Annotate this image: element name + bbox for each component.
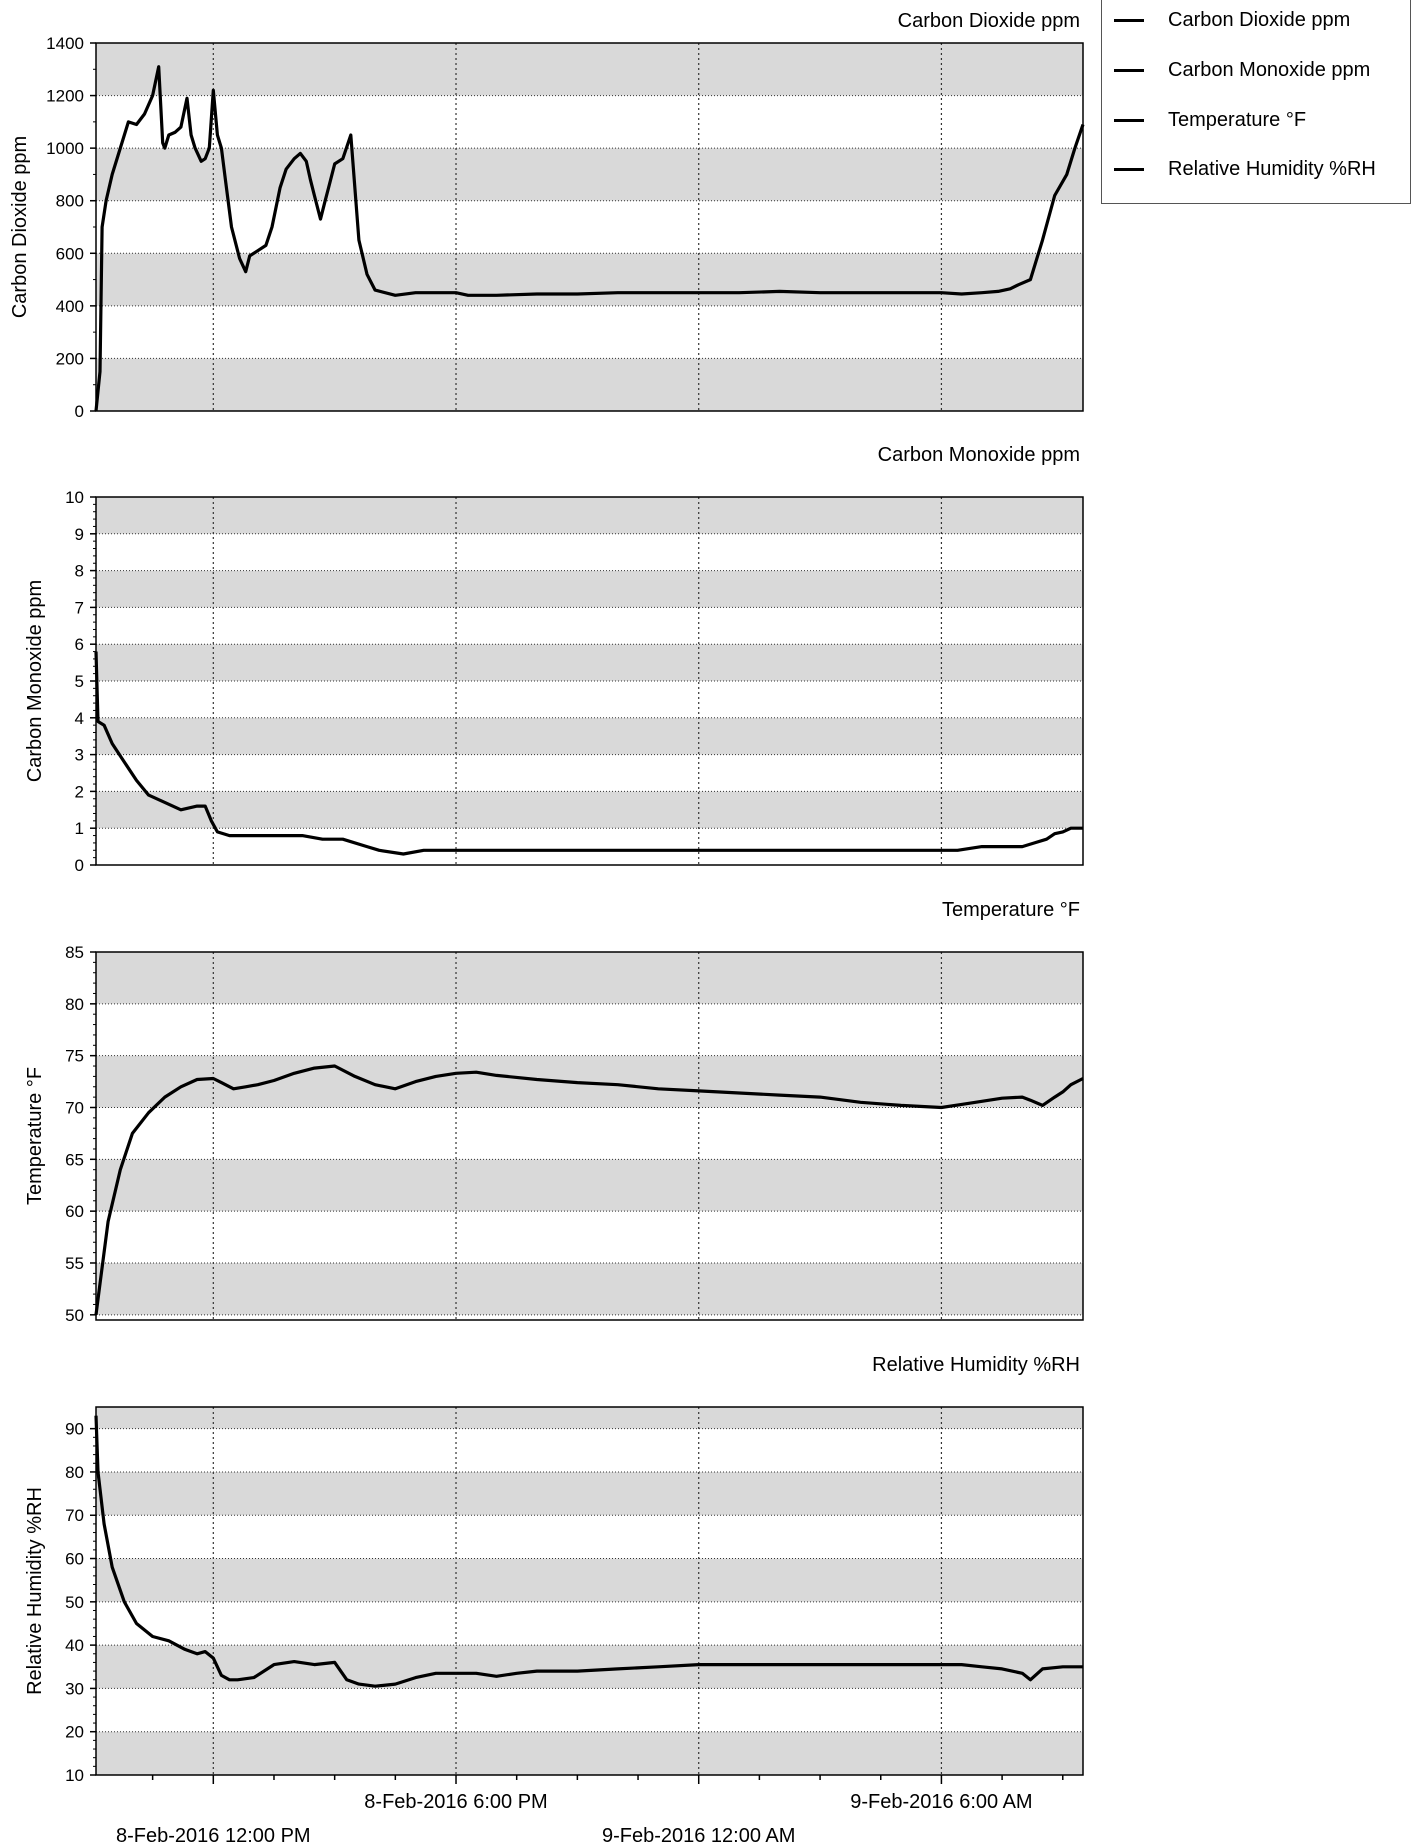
legend-swatch-humidity	[1114, 167, 1144, 171]
y-axis-label: Carbon Monoxide ppm	[24, 580, 46, 782]
legend-label-co2: Carbon Dioxide ppm	[1168, 8, 1351, 31]
y-tick-label: 60	[65, 1202, 84, 1221]
y-tick-label: 80	[65, 1463, 84, 1482]
band-shaded	[96, 1471, 1083, 1516]
y-tick-label: 80	[65, 995, 84, 1014]
x-tick-label: 9-Feb-2016 6:00 AM	[850, 1791, 1032, 1813]
legend-label-temperature: Temperature °F	[1168, 108, 1307, 131]
y-tick-label: 10	[65, 1766, 84, 1785]
legend-item-temperature: Temperature °F	[1114, 105, 1306, 135]
panel-2: 0 1 2 3 4 5 6 7 8 9 10 Carbon Monoxide ppm Carbon Mo…	[24, 444, 1084, 875]
plot-frame	[95, 42, 1084, 412]
band-shaded	[96, 1407, 1083, 1429]
panel-title: Relative Humidity %RH	[872, 1354, 1080, 1376]
y-tick-label: 55	[65, 1254, 84, 1273]
y-tick-label: 60	[65, 1550, 84, 1569]
legend-swatch-co	[1114, 68, 1144, 72]
y-axis-label: Temperature °F	[24, 1067, 46, 1205]
band-shaded	[96, 1159, 1083, 1212]
y-tick-label: 1000	[46, 139, 84, 158]
band-shaded	[96, 1055, 1083, 1108]
y-tick-label: 4	[75, 709, 84, 728]
y-tick-label: 7	[75, 598, 84, 617]
band-shaded	[96, 43, 1083, 96]
y-tick-label: 5	[75, 672, 84, 691]
band-shaded	[96, 358, 1083, 411]
legend-label-co: Carbon Monoxide ppm	[1168, 58, 1371, 81]
y-tick-label: 0	[75, 856, 84, 875]
y-axis-label: Relative Humidity %RH	[24, 1487, 46, 1695]
band-shaded	[96, 148, 1083, 201]
y-tick-label: 2	[75, 782, 84, 801]
y-tick-label: 50	[65, 1593, 84, 1612]
panel-1: 0 200 400 600 800 1000 1200 1400 Carbon Dioxide …	[9, 10, 1085, 421]
series-line	[94, 65, 1085, 412]
panel-title: Temperature °F	[942, 899, 1080, 921]
x-tick-label: 8-Feb-2016 12:00 PM	[116, 1825, 311, 1846]
band-shaded	[96, 1645, 1083, 1689]
x-tick-label: 9-Feb-2016 12:00 AM	[602, 1825, 795, 1846]
y-tick-label: 10	[65, 488, 84, 507]
series-line	[94, 1415, 1083, 1688]
y-tick-label: 6	[75, 635, 84, 654]
y-tick-label: 20	[65, 1723, 84, 1742]
y-tick-label: 65	[65, 1150, 84, 1169]
legend-swatch-co2	[1114, 18, 1144, 22]
panel-3: 50 55 60 65 70 75 80 85 Temperature °F Temperatur…	[24, 899, 1084, 1325]
y-tick-label: 70	[65, 1506, 84, 1525]
y-tick-label: 1	[75, 819, 84, 838]
legend-swatch-temperature	[1114, 118, 1144, 122]
y-tick-label: 3	[75, 746, 84, 765]
y-tick-label: 70	[65, 1098, 84, 1117]
y-tick-label: 1200	[46, 87, 84, 106]
plot-frame	[95, 951, 1084, 1321]
panel-title: Carbon Dioxide ppm	[898, 10, 1080, 32]
legend-item-co2: Carbon Dioxide ppm	[1114, 5, 1350, 35]
y-tick-label: 9	[75, 525, 84, 544]
x-tick-label: 8-Feb-2016 6:00 PM	[364, 1791, 547, 1813]
band-shaded	[96, 644, 1083, 681]
series-line	[94, 1064, 1084, 1316]
y-tick-label: 75	[65, 1047, 84, 1066]
y-tick-label: 400	[56, 297, 84, 316]
band-shaded	[96, 717, 1083, 755]
y-tick-label: 200	[56, 349, 84, 368]
panel-4: 10 20 30 40 50 60 70 80 90 Relative Humidity %RH R…	[24, 1354, 1084, 1785]
band-shaded	[96, 952, 1083, 1004]
y-tick-label: 90	[65, 1420, 84, 1439]
y-tick-label: 0	[75, 402, 84, 421]
legend-item-co: Carbon Monoxide ppm	[1114, 55, 1370, 85]
series-line	[94, 651, 1083, 856]
legend-item-humidity: Relative Humidity %RH	[1114, 154, 1376, 184]
y-tick-label: 30	[65, 1679, 84, 1698]
band-shaded	[96, 253, 1083, 306]
band-shaded	[96, 791, 1083, 829]
y-tick-label: 40	[65, 1636, 84, 1655]
band-shaded	[96, 1262, 1083, 1315]
y-tick-label: 1400	[46, 34, 84, 53]
legend-label-humidity: Relative Humidity %RH	[1168, 157, 1376, 180]
y-tick-label: 600	[56, 244, 84, 263]
y-tick-label: 8	[75, 562, 84, 581]
panel-title: Carbon Monoxide ppm	[878, 444, 1080, 466]
y-tick-label: 85	[65, 943, 84, 962]
legend: Carbon Dioxide ppm Carbon Monoxide ppm T…	[1101, 0, 1411, 204]
band-shaded	[96, 1731, 1083, 1775]
band-shaded	[96, 570, 1083, 608]
y-tick-label: 800	[56, 192, 84, 211]
y-tick-label: 50	[65, 1306, 84, 1325]
band-shaded	[96, 1558, 1083, 1602]
band-shaded	[96, 497, 1083, 534]
y-axis-label: Carbon Dioxide ppm	[9, 136, 31, 318]
plot-frame	[95, 1406, 1084, 1776]
